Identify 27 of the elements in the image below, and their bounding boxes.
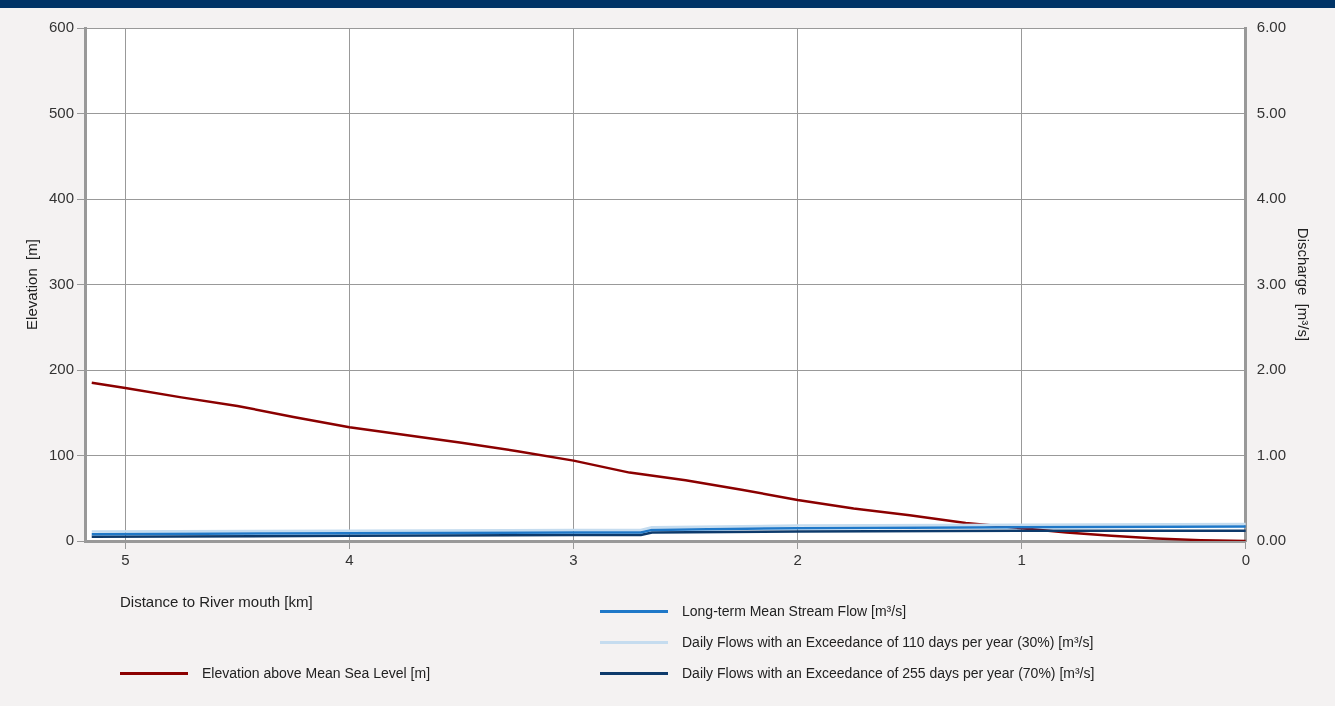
y2-tick-label: 2.00 bbox=[1256, 360, 1287, 378]
y-tick-label: 200 bbox=[49, 360, 75, 378]
legend-label: Daily Flows with an Exceedance of 255 days per year (70%) [m³/s] bbox=[682, 665, 1095, 681]
y2-tick-label: 5.00 bbox=[1256, 103, 1287, 121]
y2-tick-label: 0.00 bbox=[1256, 531, 1287, 549]
y-tick-label: 300 bbox=[49, 274, 75, 292]
y2-tick-label: 3.00 bbox=[1256, 274, 1287, 292]
legend-label: Long-term Mean Stream Flow [m³/s] bbox=[682, 603, 907, 619]
y2-axis-title: Discharge [m³/s] bbox=[1294, 227, 1312, 342]
x-tick-label: 1 bbox=[1017, 551, 1026, 569]
x-tick-label: 3 bbox=[569, 551, 578, 569]
y2-tick-label: 4.00 bbox=[1256, 189, 1287, 207]
y-axis-title: Elevation [m] bbox=[23, 239, 41, 330]
y-tick-label: 600 bbox=[49, 18, 75, 36]
y2-tick-label: 6.00 bbox=[1256, 18, 1287, 36]
y-tick-label: 500 bbox=[49, 103, 75, 121]
y-tick-label: 0 bbox=[65, 531, 75, 549]
x-tick-label: 5 bbox=[121, 551, 130, 569]
y-tick-label: 100 bbox=[49, 445, 75, 463]
y2-tick-label: 1.00 bbox=[1256, 445, 1287, 463]
y-tick-label: 400 bbox=[49, 189, 75, 207]
x-tick-label: 4 bbox=[345, 551, 354, 569]
x-axis-title: Distance to River mouth [km] bbox=[120, 593, 313, 610]
x-tick-label: 2 bbox=[793, 551, 802, 569]
legend-label: Daily Flows with an Exceedance of 110 days per year (30%) [m³/s] bbox=[682, 634, 1094, 650]
legend-label: Elevation above Mean Sea Level [m] bbox=[202, 665, 431, 681]
x-tick-label: 0 bbox=[1241, 551, 1250, 569]
